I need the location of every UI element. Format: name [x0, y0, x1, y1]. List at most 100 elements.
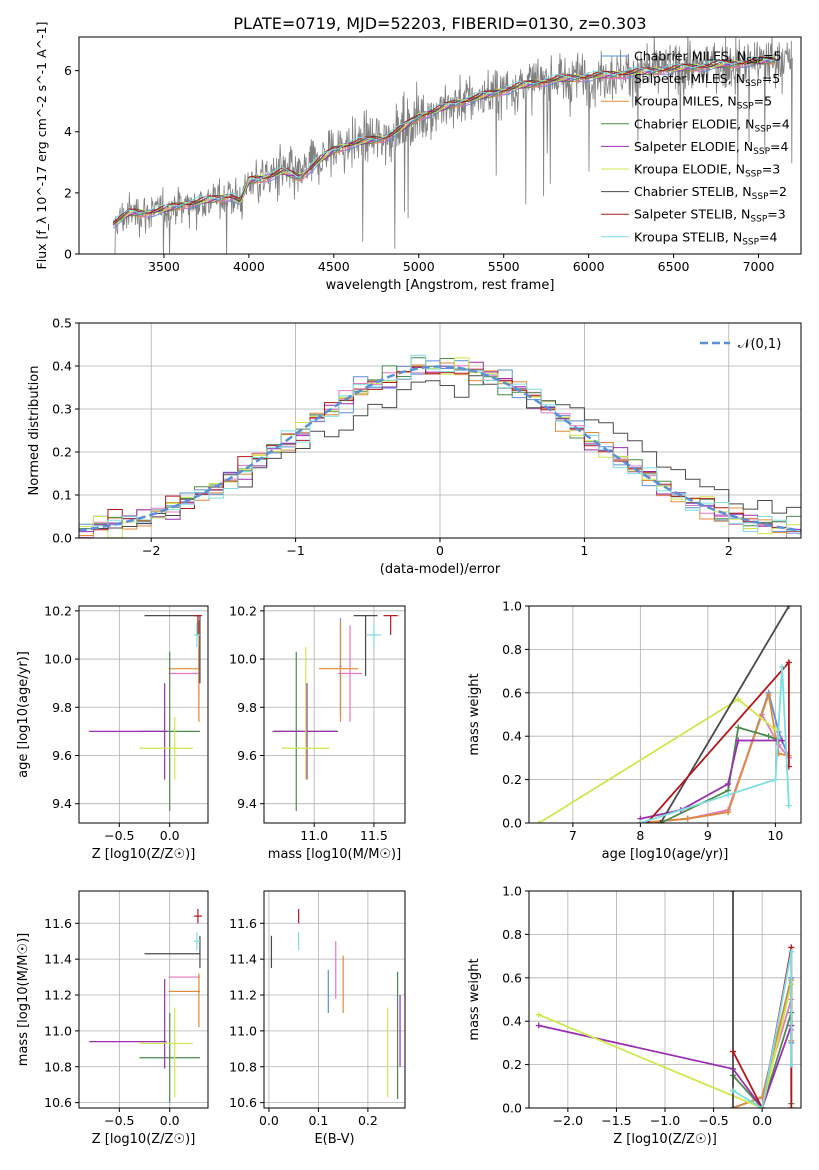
mass-weight-marker: [725, 791, 732, 798]
y-tick-label: 9.8: [52, 700, 72, 715]
errorbar-point: [383, 615, 398, 635]
y-tick-label: 0.1: [52, 488, 72, 503]
y-tick-label: 11.4: [44, 952, 72, 967]
errorbar-point: [168, 649, 200, 698]
x-tick-label: 9: [704, 828, 712, 843]
errorbar-point: [366, 622, 382, 647]
x-tick-label: −0.5: [104, 1113, 134, 1128]
mass-weight-marker: [772, 776, 779, 783]
mass-weight-line: [538, 984, 793, 1108]
x-axis-label: Z [log10(Z/Z☉)]: [613, 1132, 717, 1147]
y-tick-label: 11.4: [229, 952, 257, 967]
errorbar-point: [338, 625, 362, 722]
model-spectrum: [112, 56, 776, 224]
plot-area: [79, 354, 801, 538]
y-tick-label: 4: [64, 124, 72, 139]
y-tick-label: 0.2: [502, 1057, 522, 1072]
y-tick-label: 11.2: [44, 988, 72, 1003]
y-tick-label: 10.0: [44, 652, 72, 667]
x-tick-label: 7000: [743, 259, 775, 274]
errorbar-point: [139, 1012, 200, 1103]
x-tick-label: 5000: [403, 259, 435, 274]
y-tick-label: 9.8: [237, 700, 257, 715]
x-tick-label: 4000: [233, 259, 265, 274]
y-tick-label: 10.6: [229, 1095, 257, 1110]
x-tick-label: −1.5: [601, 1113, 631, 1128]
errorbar-point: [144, 615, 201, 684]
model-spectrum: [112, 56, 776, 225]
x-axis-label: mass [log10(M/M☉)]: [268, 847, 401, 862]
x-axis-label: (data-model)/error: [380, 562, 501, 577]
legend-entry: Kroupa STELIB, NSSP=4: [634, 229, 778, 247]
errorbar-point: [193, 622, 200, 647]
y-tick-label: 0.8: [502, 642, 522, 657]
model-spectrum: [112, 56, 776, 221]
legend-entry: Salpeter STELIB, NSSP=3: [634, 207, 786, 225]
y-tick-label: 0.5: [52, 316, 72, 331]
axes-residuals: −2 −1 0 1 2 0.0 0.1 0.2 0.3 0.4 0.5 (data-model)/er…: [27, 316, 802, 577]
x-axis-label: wavelength [Angstrom, rest frame]: [326, 278, 555, 293]
axes-mass-vs-Z: −0.5 0.0 10.6 10.8 11.0 11.2 11.4 11.6 Z [log10(…: [16, 890, 209, 1147]
axes-frame: [263, 890, 406, 1109]
x-tick-label: −1.0: [650, 1113, 680, 1128]
mass-weight-marker: [765, 733, 772, 740]
errorbar-point: [168, 975, 200, 979]
mass-weight-marker: [772, 726, 779, 733]
y-tick-label: 11.0: [229, 1023, 257, 1038]
y-tick-label: 10.0: [229, 652, 257, 667]
y-tick-label: 1.0: [502, 599, 522, 614]
mass-weight-marker: [735, 737, 742, 744]
x-tick-label: 0.0: [752, 1113, 772, 1128]
y-tick-label: 0.4: [502, 1014, 522, 1029]
y-tick-label: 11.6: [229, 916, 257, 931]
y-axis-label: Normed distribution: [27, 366, 42, 496]
x-tick-label: 4500: [318, 259, 350, 274]
plot-area: [536, 606, 792, 823]
mass-weight-marker: [730, 1105, 736, 1108]
x-tick-label: 6500: [658, 259, 690, 274]
x-tick-label: 7: [569, 828, 577, 843]
mass-weight-marker: [684, 815, 691, 822]
mass-weight-marker: [785, 802, 792, 809]
axes-mass-vs-EBV: 0.0 0.1 0.2 10.6 10.8 11.0 11.2 11.4 11.6 E(B-V): [229, 890, 406, 1147]
mass-weight-marker: [730, 1048, 736, 1055]
mass-weight-marker: [779, 663, 786, 670]
x-tick-label: −1: [286, 543, 304, 558]
plot-area: [535, 891, 795, 1108]
y-tick-label: 9.4: [237, 796, 257, 811]
x-tick-label: 0.1: [308, 1113, 328, 1128]
x-tick-label: 2: [725, 543, 733, 558]
errorbar-point: [281, 646, 330, 780]
x-axis-label: Z [log10(Z/Z☉)]: [92, 847, 196, 862]
plot-area: [112, 37, 793, 254]
errorbar-point: [144, 935, 201, 969]
plot-area: [270, 908, 401, 1100]
y-tick-label: 6: [64, 63, 72, 78]
x-tick-label: 5500: [488, 259, 520, 274]
mass-weight-marker: [657, 820, 664, 823]
y-tick-label: 9.4: [52, 796, 72, 811]
spectrum-legend: Chabrier MILES, NSSP=5 Salpeter MILES, NS…: [601, 49, 790, 247]
errorbar-point: [193, 615, 202, 635]
y-tick-label: 10.2: [229, 603, 257, 618]
axes-age-vs-Z: −0.5 0.0 9.4 9.6 9.8 10.0 10.2 Z [log10(Z/Z☉)] a…: [16, 603, 209, 862]
errorbar-point: [318, 620, 359, 722]
x-tick-label: 0.0: [259, 1113, 279, 1128]
mass-weight-marker: [785, 606, 792, 609]
errorbar-point: [168, 620, 200, 722]
axes-mass-weight-vs-Z: −2.0 −1.5 −1.0 −0.5 0.0 0.0 0.2 0.4 0.6 0.8 1.0 Z […: [467, 884, 802, 1147]
mass-weight-marker: [535, 1022, 542, 1029]
x-tick-label: 10: [767, 828, 783, 843]
y-tick-label: 10.6: [44, 1095, 72, 1110]
errorbar-point: [168, 973, 200, 1028]
y-tick-label: 0.0: [52, 531, 72, 546]
plot-area: [272, 615, 398, 811]
x-tick-label: −2.0: [553, 1113, 583, 1128]
legend-entry: Chabrier MILES, NSSP=5: [634, 49, 782, 67]
y-axis-label: mass weight: [467, 958, 482, 1040]
mass-weight-marker: [788, 1105, 795, 1108]
plot-area: [89, 615, 202, 811]
normal-curve: [79, 365, 801, 532]
axes-spectrum: 3500 4000 4500 5000 5500 6000 6500 7000 0 2 4 6 wave…: [34, 22, 802, 293]
plot-area: [89, 908, 202, 1103]
